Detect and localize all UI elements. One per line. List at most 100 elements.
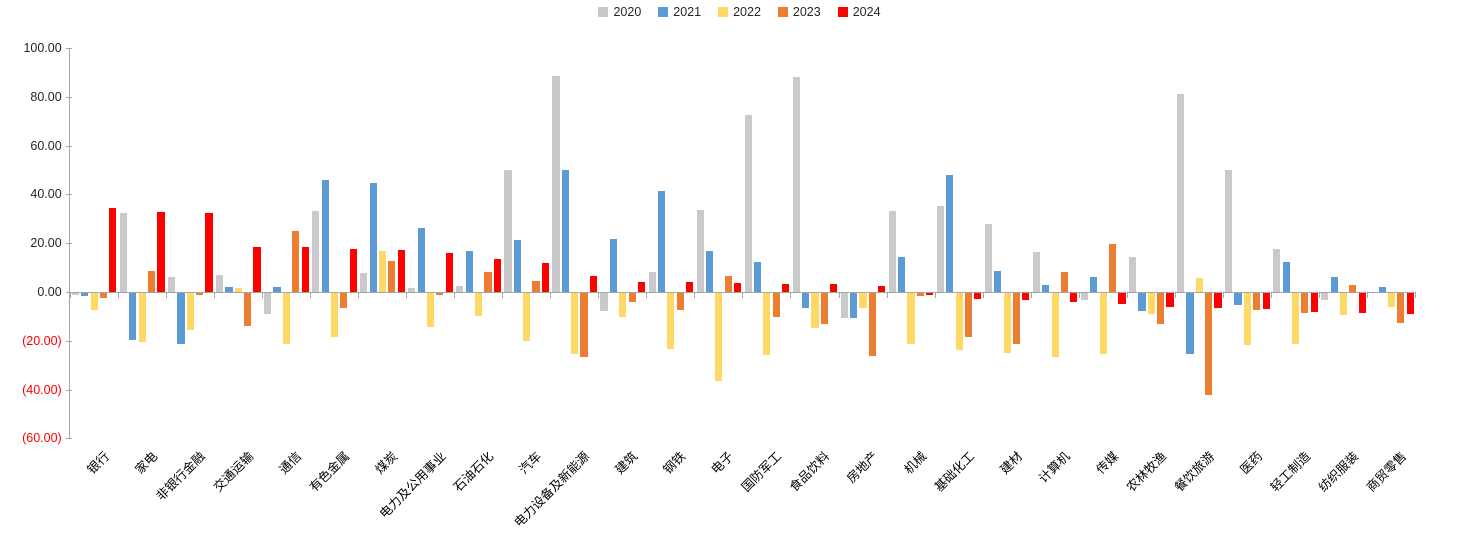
bar-房地产-2022 — [859, 293, 867, 309]
y-axis-tick-label: 100.00 — [23, 41, 62, 55]
legend-label: 2021 — [673, 5, 702, 19]
bar-非银行金融-2020 — [168, 276, 176, 292]
bar-电子-2023 — [724, 275, 732, 292]
bar-农林牧渔-2021 — [1138, 293, 1146, 311]
bar-农林牧渔-2022 — [1147, 293, 1155, 315]
bar-钢铁-2023 — [676, 293, 684, 311]
x-category-label: 石油石化 — [451, 449, 497, 495]
bar-食品饮料-2024 — [830, 284, 838, 292]
bar-煤炭-2023 — [388, 260, 396, 292]
x-axis-tick — [1319, 293, 1320, 298]
x-category-label: 轻工制造 — [1267, 449, 1314, 495]
x-axis-tick — [550, 293, 552, 298]
bar-传媒-2024 — [1118, 293, 1126, 305]
x-category-label: 传媒 — [1093, 449, 1121, 477]
x-axis-tick — [502, 293, 504, 298]
bar-建筑-2021 — [609, 239, 617, 292]
legend-swatch-icon — [718, 7, 729, 18]
bar-汽车-2021 — [513, 240, 521, 292]
y-axis-tick-label: 20.00 — [30, 236, 62, 251]
bar-建筑-2020 — [600, 293, 608, 312]
bar-交通运输-2022 — [234, 287, 242, 292]
bar-餐饮旅游-2021 — [1186, 293, 1194, 355]
bar-建筑-2023 — [628, 293, 636, 303]
bar-基础化工-2022 — [955, 293, 963, 351]
x-category-label: 商贸零售 — [1364, 449, 1410, 495]
y-axis-tick-label: (60.00) — [22, 431, 62, 446]
bar-建材-2021 — [994, 270, 1002, 292]
bar-非银行金融-2023 — [196, 293, 204, 296]
x-axis-tick — [358, 293, 359, 298]
legend-swatch-icon — [837, 7, 848, 18]
legend-item-2023: 2023 — [777, 5, 821, 19]
x-axis-tick — [934, 293, 936, 298]
bar-农林牧渔-2024 — [1166, 293, 1174, 308]
bar-医药-2020 — [1225, 169, 1233, 292]
bar-房地产-2021 — [850, 293, 858, 319]
x-axis-tick — [454, 293, 456, 298]
bar-传媒-2021 — [1090, 276, 1098, 292]
x-axis-tick — [1415, 293, 1417, 298]
y-axis-tick-label: 0.00 — [37, 285, 62, 299]
bar-建材-2022 — [1003, 293, 1011, 354]
bar-计算机-2021 — [1042, 284, 1050, 292]
bar-纺织服装-2022 — [1339, 293, 1348, 316]
bar-家电-2024 — [157, 212, 165, 292]
bar-国防军工-2023 — [772, 293, 780, 318]
legend-item-2024: 2024 — [837, 6, 881, 19]
x-axis-tick — [1367, 293, 1369, 298]
bar-基础化工-2020 — [936, 206, 944, 292]
bar-机械-2023 — [916, 293, 924, 296]
y-axis-tick — [65, 48, 72, 49]
bar-餐饮旅游-2020 — [1177, 93, 1185, 292]
y-axis-tick-label: (40.00) — [22, 382, 62, 397]
x-axis-tick — [69, 293, 71, 298]
x-axis-tick — [790, 293, 792, 298]
legend-item-2022: 2022 — [718, 6, 761, 19]
legend-swatch-icon — [658, 7, 669, 18]
bar-国防军工-2022 — [763, 293, 771, 356]
legend-label: 2023 — [792, 5, 821, 19]
x-axis-tick — [646, 293, 648, 298]
legend-label: 2022 — [733, 5, 761, 19]
bar-通信-2022 — [282, 293, 290, 345]
x-category-label: 通信 — [276, 449, 305, 477]
legend-swatch-icon — [598, 7, 609, 18]
x-category-label: 医药 — [1237, 449, 1266, 477]
bar-基础化工-2024 — [974, 293, 982, 299]
bar-医药-2022 — [1243, 293, 1251, 346]
y-axis-tick-label: 40.00 — [30, 187, 62, 202]
x-axis-tick — [1126, 293, 1128, 298]
x-category-label: 纺织服装 — [1315, 449, 1362, 495]
bar-通信-2020 — [264, 293, 272, 315]
x-category-label: 有色金属 — [306, 449, 353, 495]
bar-传媒-2020 — [1080, 293, 1089, 300]
bar-食品饮料-2023 — [820, 293, 828, 325]
x-axis-tick — [165, 293, 167, 298]
bar-医药-2023 — [1253, 293, 1261, 311]
x-axis-tick — [982, 293, 984, 298]
bar-纺织服装-2024 — [1358, 293, 1366, 314]
x-axis-tick — [1078, 293, 1080, 298]
x-category-label: 煤炭 — [372, 449, 401, 477]
bar-汽车-2022 — [523, 293, 531, 341]
bar-电子-2021 — [705, 251, 714, 292]
x-category-label: 建筑 — [612, 449, 641, 477]
bar-机械-2021 — [898, 256, 906, 292]
x-category-label: 计算机 — [1036, 449, 1073, 486]
x-axis-tick — [742, 293, 744, 298]
bar-有色金属-2020 — [312, 211, 320, 292]
bar-钢铁-2024 — [685, 282, 694, 292]
bar-医药-2024 — [1262, 293, 1270, 310]
bar-通信-2024 — [301, 247, 309, 292]
y-axis-tick — [65, 292, 72, 293]
bar-餐饮旅游-2024 — [1214, 293, 1222, 308]
bar-交通运输-2023 — [244, 293, 252, 327]
y-axis-tick-label: 80.00 — [30, 89, 62, 104]
bar-石油石化-2021 — [465, 251, 473, 292]
bar-石油石化-2022 — [475, 293, 483, 316]
x-axis-tick — [1222, 293, 1224, 298]
bar-机械-2022 — [907, 293, 915, 345]
bar-机械-2020 — [888, 210, 896, 292]
